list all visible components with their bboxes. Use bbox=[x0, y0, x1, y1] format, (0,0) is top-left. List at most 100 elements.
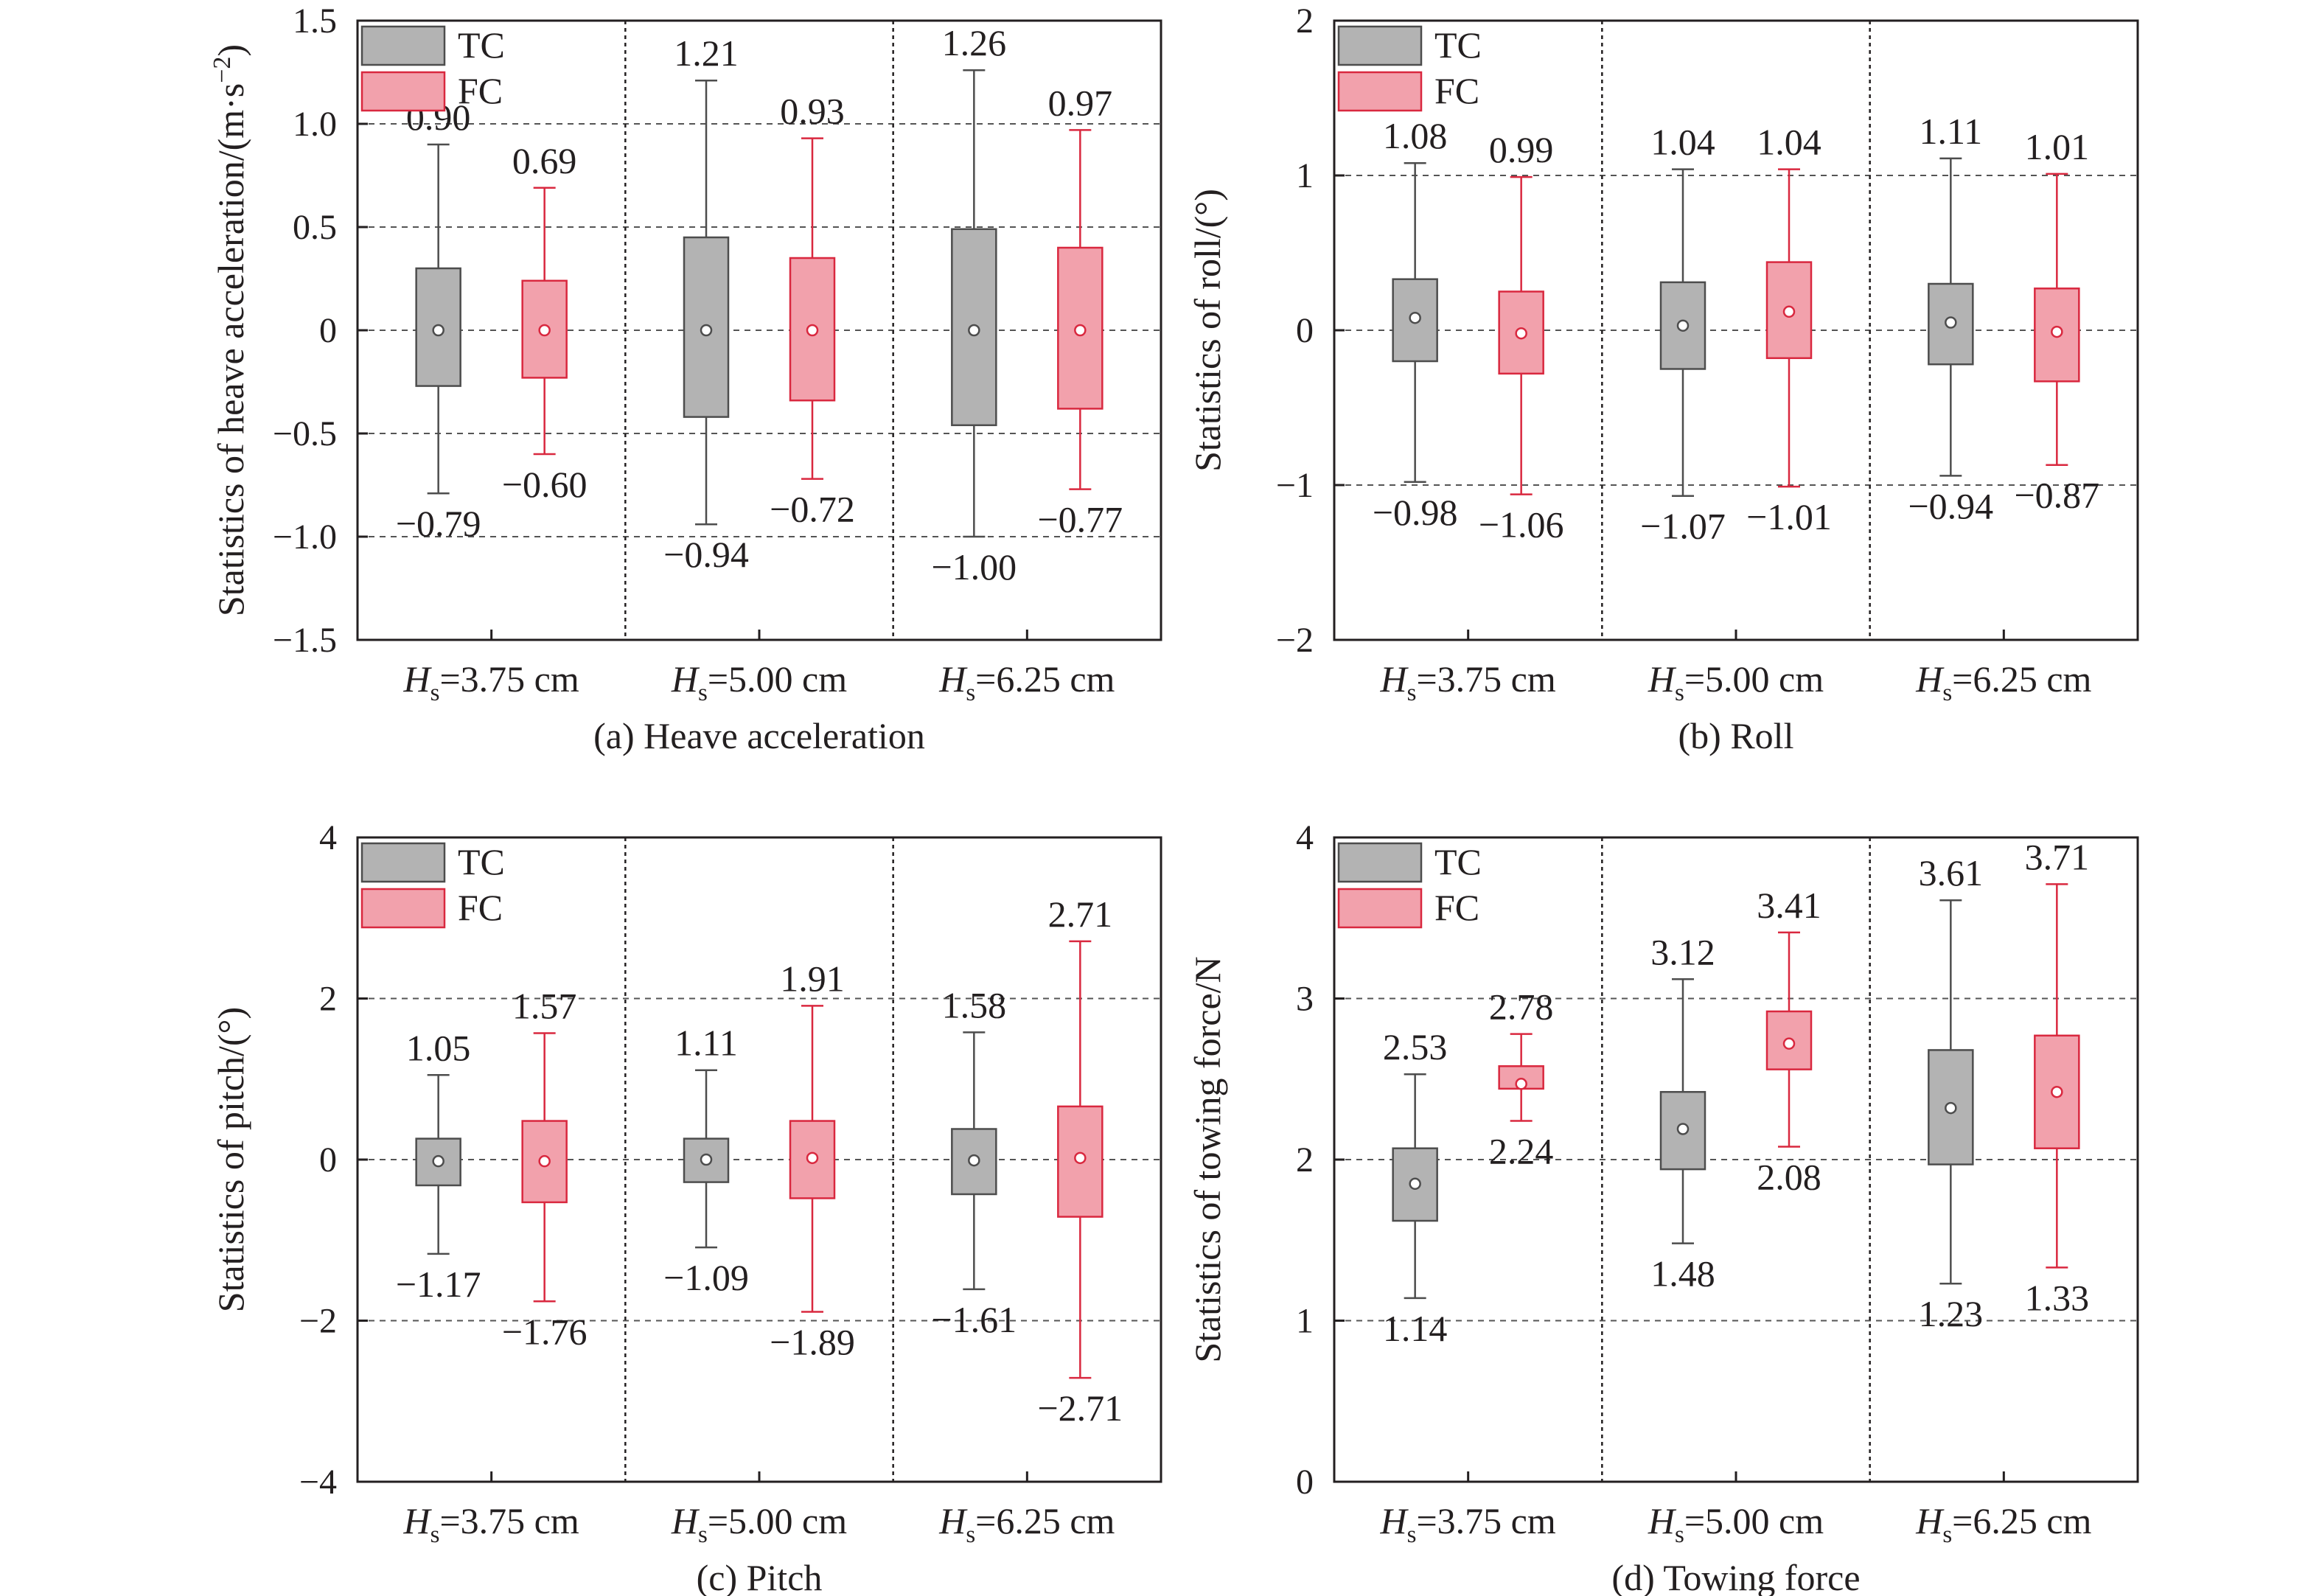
chart-panel-3: 1.05 −1.17 1.11 −1.09 1.58 −1.61 1.57 −1.76 1.91… bbox=[210, 818, 1162, 1596]
fc-min-label: −1.76 bbox=[502, 1311, 588, 1352]
legend-fc-label: FC bbox=[458, 70, 503, 111]
fc-max-label: 1.91 bbox=[780, 958, 845, 999]
legend-tc-swatch bbox=[1337, 25, 1423, 66]
x-category-label: Hs=3.75 cm bbox=[403, 658, 579, 706]
hs-subscript: s bbox=[966, 680, 975, 706]
fc-max-label: 1.57 bbox=[512, 985, 577, 1026]
tc-max-label: 1.21 bbox=[674, 32, 739, 74]
y-axis-label: Statistics of roll/(°) bbox=[1187, 189, 1228, 472]
fc-median-marker bbox=[806, 1151, 819, 1165]
fc-median-marker bbox=[806, 324, 819, 337]
hs-subscript: s bbox=[1675, 680, 1684, 706]
fc-min-label: −1.01 bbox=[1746, 496, 1832, 537]
y-tick-label: 2 bbox=[1296, 1140, 1314, 1179]
y-tick-label: −1 bbox=[1276, 466, 1314, 505]
fc-median-marker bbox=[1515, 1078, 1527, 1090]
tc-max-label: 1.08 bbox=[1383, 115, 1448, 156]
x-category-label: Hs=3.75 cm bbox=[403, 1500, 579, 1548]
tc-max-label: 3.12 bbox=[1650, 931, 1715, 972]
fc-min-label: −2.71 bbox=[1037, 1387, 1123, 1429]
tc-median-marker bbox=[432, 324, 444, 337]
hs-symbol: H bbox=[403, 1500, 433, 1541]
chart-panel-2: 1.08 −0.98 1.04 −1.07 1.11 −0.94 0.99 −1.06 1.04… bbox=[1187, 1, 2139, 756]
legend-tc-swatch bbox=[360, 842, 446, 883]
hs-value: =5.00 cm bbox=[708, 1500, 847, 1541]
x-category-label: Hs=6.25 cm bbox=[938, 658, 1115, 706]
legend-tc-label: TC bbox=[458, 24, 505, 66]
legend-tc-label: TC bbox=[458, 841, 505, 882]
tc-max-label: 2.53 bbox=[1383, 1026, 1448, 1067]
tc-box bbox=[951, 1128, 997, 1196]
x-category-label: Hs=6.25 cm bbox=[1915, 658, 2091, 706]
fc-max-label: 0.99 bbox=[1489, 129, 1554, 170]
hs-value: =6.25 cm bbox=[1952, 1500, 2091, 1541]
hs-subscript: s bbox=[1675, 1522, 1684, 1548]
tc-min-label: 1.23 bbox=[1919, 1293, 1984, 1334]
hs-subscript: s bbox=[1407, 1522, 1417, 1548]
legend-fc-label: FC bbox=[458, 887, 503, 928]
hs-symbol: H bbox=[671, 658, 700, 700]
fc-median-marker bbox=[1782, 1037, 1796, 1050]
fc-median-marker bbox=[1515, 327, 1527, 340]
fc-median-marker bbox=[2051, 325, 2063, 338]
y-tick-label: 0 bbox=[1296, 1463, 1314, 1502]
tc-max-label: 1.04 bbox=[1650, 122, 1715, 163]
panel-caption: (a) Heave acceleration bbox=[593, 715, 925, 756]
x-category-label: Hs=6.25 cm bbox=[938, 1500, 1115, 1548]
fc-median-marker bbox=[538, 324, 551, 337]
tc-box bbox=[683, 236, 730, 418]
y-axis-label-main: Statistics of heave acceleration/(m·s bbox=[210, 83, 251, 616]
fc-min-label: 1.33 bbox=[2025, 1277, 2090, 1318]
fc-min-label: −0.87 bbox=[2014, 475, 2099, 516]
tc-median-marker bbox=[700, 1153, 713, 1166]
tc-median-marker bbox=[968, 1154, 980, 1167]
legend-tc-swatch bbox=[1337, 842, 1423, 883]
fc-median-marker bbox=[2051, 1085, 2063, 1098]
tc-median-marker bbox=[700, 324, 713, 337]
y-tick-label: 0 bbox=[319, 1140, 337, 1179]
hs-value: =3.75 cm bbox=[1416, 658, 1555, 700]
y-tick-label: 1 bbox=[1296, 156, 1314, 195]
fc-median-marker bbox=[1074, 1151, 1087, 1165]
legend-fc-label: FC bbox=[1434, 70, 1479, 111]
legend-fc-swatch bbox=[1337, 71, 1423, 112]
fc-min-label: −1.89 bbox=[770, 1321, 855, 1362]
hs-subscript: s bbox=[966, 1522, 975, 1548]
tc-median-marker bbox=[1409, 311, 1421, 324]
panel-caption: (d) Towing force bbox=[1611, 1557, 1860, 1596]
y-axis-label-main: Statistics of roll/(°) bbox=[1187, 189, 1228, 472]
y-axis-label: Statistics of pitch/(°) bbox=[210, 1007, 251, 1312]
chart-panel-4: 2.53 1.14 3.12 1.48 3.61 1.23 2.78 2.24 3.41 2.08… bbox=[1187, 818, 2139, 1596]
tc-median-marker bbox=[1945, 1101, 1957, 1115]
hs-symbol: H bbox=[671, 1500, 700, 1541]
y-axis-label-main: Statistics of pitch/(°) bbox=[210, 1007, 251, 1312]
hs-subscript: s bbox=[1942, 1522, 1952, 1548]
fc-min-label: −0.60 bbox=[502, 464, 588, 505]
hs-subscript: s bbox=[1407, 680, 1417, 706]
x-category-label: Hs=3.75 cm bbox=[1380, 658, 1556, 706]
tc-median-marker bbox=[1676, 1123, 1690, 1135]
chart-panel-1: 0.90−0.791.21−0.941.26−1.000.69−0.600.93… bbox=[209, 1, 1162, 756]
hs-subscript: s bbox=[430, 680, 440, 706]
fc-max-label: 0.93 bbox=[780, 91, 845, 132]
hs-value: =6.25 cm bbox=[1952, 658, 2091, 700]
tc-box bbox=[415, 267, 461, 387]
tc-max-label: 3.61 bbox=[1919, 852, 1984, 893]
tc-max-label: 1.11 bbox=[1920, 111, 1983, 152]
fc-median-marker bbox=[1074, 324, 1087, 337]
y-tick-label: −1.5 bbox=[273, 621, 337, 660]
legend-fc-swatch bbox=[360, 888, 446, 929]
y-axis-label-end: ) bbox=[210, 44, 251, 57]
hs-value: =5.00 cm bbox=[708, 658, 847, 700]
tc-min-label: −0.79 bbox=[396, 503, 481, 544]
tc-max-label: 1.26 bbox=[942, 22, 1007, 63]
tc-median-marker bbox=[968, 324, 980, 337]
hs-symbol: H bbox=[1648, 1500, 1677, 1541]
x-category-label: Hs=6.25 cm bbox=[1915, 1500, 2091, 1548]
hs-symbol: H bbox=[1380, 1500, 1409, 1541]
hs-symbol: H bbox=[1380, 658, 1409, 700]
hs-symbol: H bbox=[1915, 1500, 1945, 1541]
y-tick-label: 4 bbox=[1296, 818, 1314, 857]
y-tick-label: −2 bbox=[299, 1302, 337, 1341]
